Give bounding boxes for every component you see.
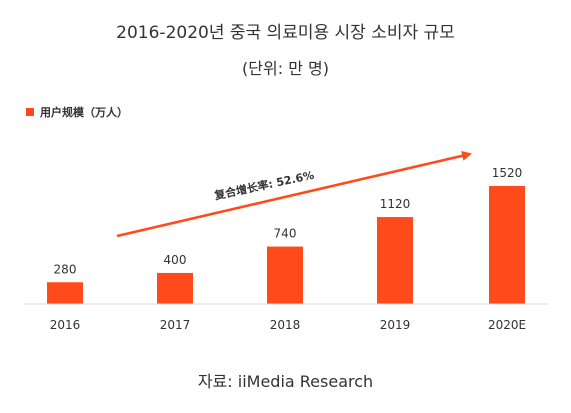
bar-2016 [47,282,83,304]
bars-layer [47,186,525,304]
category-label-2019: 2019 [380,318,411,332]
value-label-2019: 1120 [380,197,411,211]
category-label-2018: 2018 [270,318,301,332]
value-label-2017: 400 [164,253,187,267]
legend-label: 用户规模（万人） [40,106,128,119]
category-label-2016: 2016 [50,318,81,332]
value-label-2016: 280 [54,262,77,276]
bar-2019 [377,217,413,304]
growth-rate-label: 复合增长率: 52.6% [212,168,315,203]
growth-arrow [116,150,472,238]
category-label-2017: 2017 [160,318,191,332]
bar-2017 [157,272,193,304]
legend: 用户规模（万人） [26,104,128,120]
legend-swatch [26,108,34,116]
chart-title: 2016-2020년 중국 의료미용 시장 소비자 규모 [116,23,455,43]
category-label-2020E: 2020E [488,318,526,332]
source-note: 자료: iiMedia Research [197,372,374,391]
labels-layer: 280 2016 400 2017 740 2018 1120 2019 1520 2020E [50,166,526,332]
value-label-2020E: 1520 [492,166,523,180]
value-label-2018: 740 [274,227,297,241]
bar-2020E [489,186,525,304]
chart-subtitle: (단위: 만 명) [242,59,329,78]
bar-2018 [267,246,303,304]
